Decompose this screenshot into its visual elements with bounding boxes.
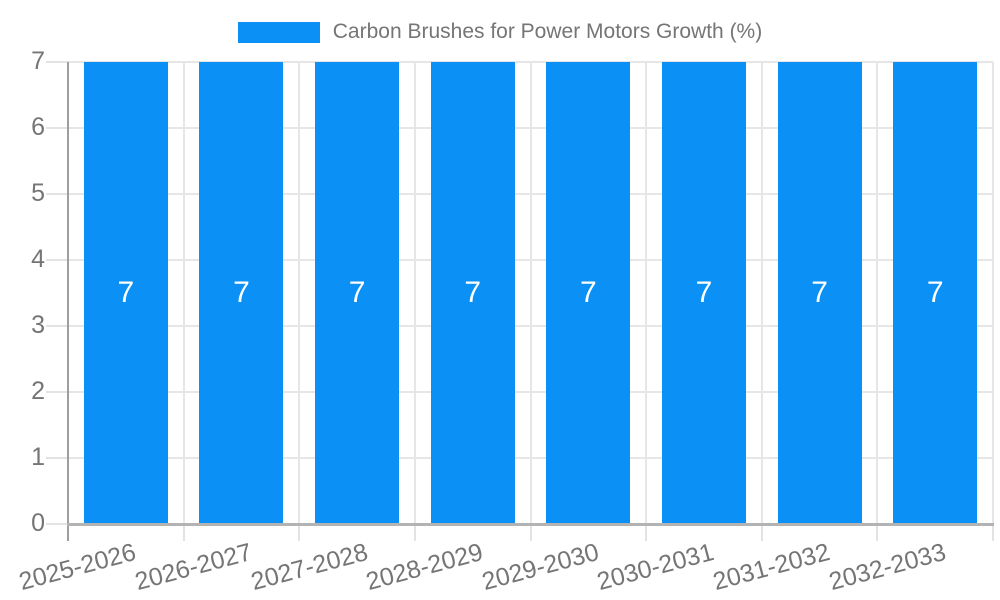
bar-value-label: 7	[464, 276, 482, 309]
bar[interactable]	[83, 62, 168, 524]
x-axis-label: 2030-2031	[594, 538, 718, 596]
bar[interactable]	[199, 62, 284, 524]
y-tick	[46, 457, 68, 459]
x-tick	[182, 524, 185, 541]
x-axis-label: 2027-2028	[247, 538, 371, 596]
y-axis-label: 6	[31, 112, 45, 141]
x-axis-label: 2032-2033	[825, 538, 949, 596]
bar-value-label: 7	[926, 276, 944, 309]
x-gridline	[876, 62, 879, 524]
bar[interactable]	[430, 62, 515, 524]
y-axis-label: 3	[31, 310, 45, 339]
chart-legend[interactable]: Carbon Brushes for Power Motors Growth (…	[0, 20, 1000, 44]
x-gridline	[298, 62, 301, 524]
x-axis-label: 2031-2032	[710, 538, 833, 596]
legend-swatch-icon	[237, 21, 320, 43]
x-tick	[529, 524, 532, 541]
y-tick	[46, 193, 68, 195]
y-axis-label: 2	[31, 376, 45, 405]
y-axis-label: 0	[31, 508, 45, 537]
bar-value-label: 7	[348, 276, 366, 309]
x-axis-label: 2029-2030	[478, 538, 602, 596]
x-tick	[413, 524, 416, 541]
x-axis-label: 2025-2026	[16, 538, 140, 596]
bar[interactable]	[661, 62, 746, 524]
x-tick	[876, 524, 879, 541]
x-axis-line	[67, 523, 994, 526]
y-tick	[46, 61, 68, 63]
bar[interactable]	[315, 62, 400, 524]
y-axis-label: 1	[31, 442, 45, 471]
bar-value-label: 7	[579, 276, 597, 309]
bar[interactable]	[546, 62, 631, 524]
y-tick	[46, 391, 68, 393]
x-gridline	[182, 62, 185, 524]
bar-value-label: 7	[233, 276, 250, 309]
x-gridline	[645, 62, 648, 524]
y-axis-label: 5	[31, 178, 45, 207]
bar-value-label: 7	[695, 276, 713, 309]
x-gridline	[413, 62, 416, 524]
bar-value-label: 7	[811, 276, 828, 309]
x-gridline	[760, 62, 763, 524]
x-tick	[298, 524, 301, 541]
y-axis-line	[67, 62, 69, 541]
x-tick	[760, 524, 763, 541]
x-gridline	[529, 62, 532, 524]
bar[interactable]	[893, 62, 978, 524]
y-axis-label: 4	[31, 244, 45, 273]
y-tick	[46, 259, 68, 261]
x-tick	[992, 524, 994, 541]
y-tick	[46, 523, 68, 525]
legend-label: Carbon Brushes for Power Motors Growth (…	[332, 20, 763, 43]
y-tick	[46, 127, 68, 129]
y-axis-label: 7	[31, 46, 45, 75]
bar[interactable]	[777, 62, 862, 524]
x-axis-label: 2028-2029	[363, 538, 486, 596]
x-gridline	[992, 62, 994, 524]
bar-value-label: 7	[117, 276, 135, 309]
y-tick	[46, 325, 68, 327]
x-tick	[645, 524, 648, 541]
x-axis-label: 2026-2027	[131, 538, 255, 596]
